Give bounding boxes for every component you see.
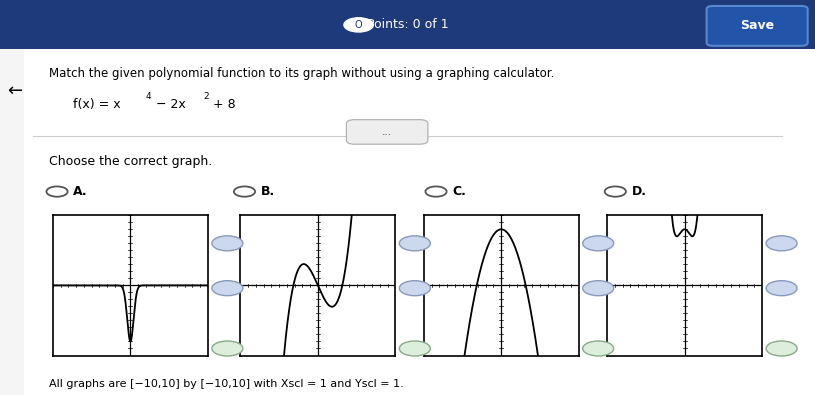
Text: ⌕: ⌕ — [778, 238, 785, 248]
Text: Match the given polynomial function to its graph without using a graphing calcul: Match the given polynomial function to i… — [49, 67, 554, 79]
Text: Points: 0 of 1: Points: 0 of 1 — [367, 19, 448, 31]
Text: f(x) = x: f(x) = x — [73, 98, 121, 111]
Text: C.: C. — [452, 185, 466, 198]
Text: Save: Save — [740, 19, 774, 32]
Text: ⌕: ⌕ — [412, 283, 418, 293]
Text: ⌕: ⌕ — [778, 283, 785, 293]
Text: ⌕: ⌕ — [595, 238, 601, 248]
FancyBboxPatch shape — [0, 0, 815, 49]
Text: All graphs are [−10,10] by [−10,10] with Xscl = 1 and Yscl = 1.: All graphs are [−10,10] by [−10,10] with… — [49, 379, 403, 389]
Circle shape — [46, 186, 68, 197]
Circle shape — [425, 186, 447, 197]
FancyBboxPatch shape — [24, 49, 815, 395]
Text: ⌕: ⌕ — [224, 238, 231, 248]
Text: ⧉: ⧉ — [596, 344, 601, 353]
Text: 2: 2 — [203, 92, 209, 101]
FancyBboxPatch shape — [707, 6, 808, 46]
Text: ⌕: ⌕ — [412, 238, 418, 248]
Text: 4: 4 — [145, 92, 151, 101]
Text: ⌕: ⌕ — [224, 283, 231, 293]
Text: + 8: + 8 — [209, 98, 236, 111]
Circle shape — [605, 186, 626, 197]
Text: ...: ... — [382, 127, 392, 137]
Text: ⧉: ⧉ — [412, 344, 417, 353]
Circle shape — [234, 186, 255, 197]
Text: ⧉: ⧉ — [225, 344, 230, 353]
FancyBboxPatch shape — [346, 120, 428, 144]
Circle shape — [344, 18, 373, 32]
Text: ←: ← — [7, 82, 22, 100]
Text: A.: A. — [73, 185, 88, 198]
Text: B.: B. — [261, 185, 275, 198]
Text: ⌕: ⌕ — [595, 283, 601, 293]
Text: D.: D. — [632, 185, 646, 198]
Text: O: O — [355, 20, 363, 30]
Text: ⧉: ⧉ — [779, 344, 784, 353]
Text: − 2x: − 2x — [152, 98, 186, 111]
Text: Choose the correct graph.: Choose the correct graph. — [49, 156, 212, 168]
